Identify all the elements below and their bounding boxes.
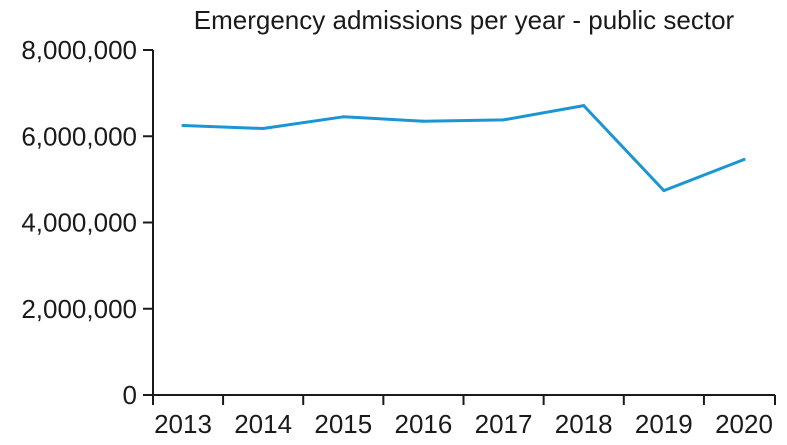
- y-tick-label: 4,000,000: [21, 208, 137, 238]
- data-point: [742, 158, 746, 162]
- data-point: [662, 189, 666, 193]
- series-layer: [181, 104, 746, 193]
- data-point: [421, 119, 425, 123]
- y-axis: 0 2,000,000 4,000,000 6,000,000 8,000,000: [21, 35, 154, 410]
- data-point: [341, 115, 345, 119]
- data-point: [502, 118, 506, 122]
- y-tick-label: 6,000,000: [21, 121, 137, 151]
- x-tick-label: 2013: [154, 409, 212, 439]
- data-point: [181, 123, 185, 127]
- x-tick-label: 2015: [314, 409, 372, 439]
- x-tick-label: 2019: [635, 409, 693, 439]
- series-line: [181, 104, 746, 193]
- data-point: [261, 126, 265, 130]
- x-tick-label: 2018: [555, 409, 613, 439]
- y-tick-label: 2,000,000: [21, 294, 137, 324]
- x-tick-label: 2017: [475, 409, 533, 439]
- x-tick-label: 2020: [715, 409, 773, 439]
- x-tick-label: 2014: [234, 409, 292, 439]
- y-tick-label: 0: [123, 380, 137, 410]
- data-point: [582, 104, 586, 108]
- chart-title: Emergency admissions per year - public s…: [194, 5, 735, 35]
- x-axis: 2013 2014 2015 2016 2017 2018 2019 2020: [152, 394, 776, 439]
- x-tick-label: 2016: [395, 409, 453, 439]
- y-tick-label: 8,000,000: [21, 35, 137, 65]
